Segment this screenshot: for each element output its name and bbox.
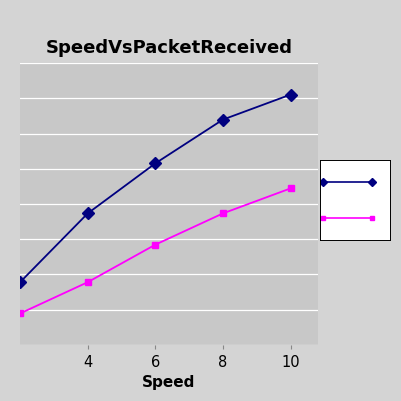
Title: SpeedVsPacketReceived: SpeedVsPacketReceived [45, 39, 292, 57]
Series2 [85, 280, 90, 285]
Series2 [18, 311, 22, 316]
Series2 [152, 243, 157, 247]
Series1 [220, 118, 225, 123]
Series1 [18, 280, 22, 285]
Series1 [85, 211, 90, 216]
Series2 [220, 211, 225, 216]
Line: Series2: Series2 [16, 185, 293, 317]
X-axis label: Speed: Speed [142, 375, 195, 389]
Series1 [288, 93, 292, 98]
Line: Series1: Series1 [16, 91, 294, 287]
Series2 [288, 186, 292, 191]
Series1 [152, 162, 157, 166]
